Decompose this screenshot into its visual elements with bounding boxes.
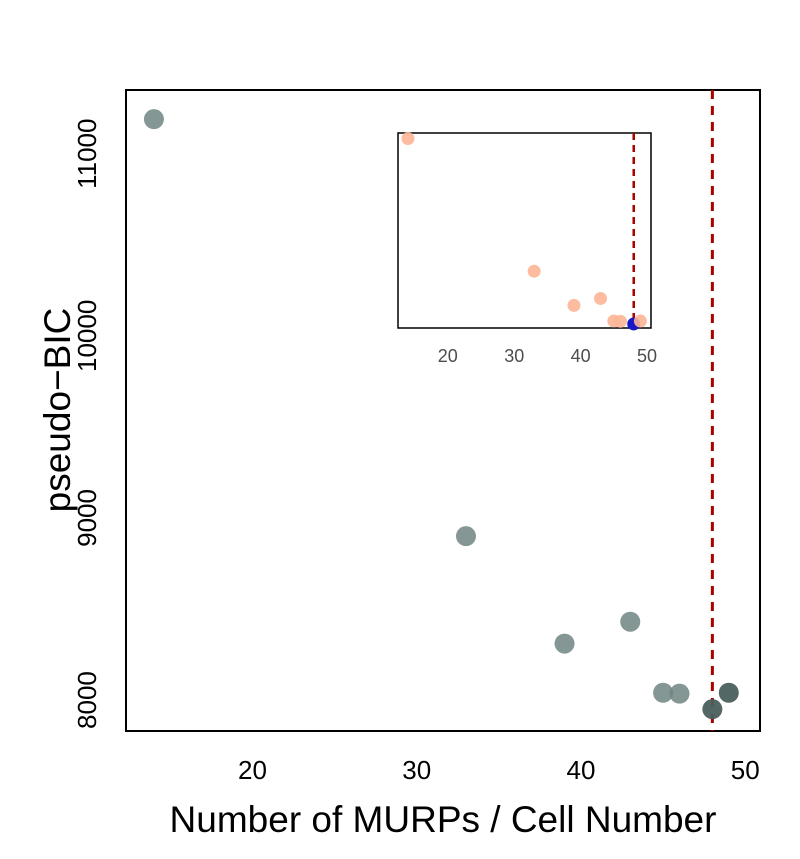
inset-x-tick-label: 50	[637, 346, 657, 366]
x-tick-label: 50	[731, 755, 760, 785]
x-tick-label: 20	[238, 755, 267, 785]
inset-x-tick-label: 40	[571, 346, 591, 366]
y-tick-label: 9000	[72, 489, 102, 547]
y-tick-label: 11000	[72, 119, 102, 189]
inset-data-point-2	[527, 264, 541, 278]
inset-plot: 20 30 40 50	[397, 132, 657, 366]
inset-data-point-1	[401, 132, 415, 146]
data-point-4	[620, 611, 641, 632]
data-point-8	[718, 682, 739, 703]
inset-x-tick-label: 30	[504, 346, 524, 366]
inset-plot-frame	[397, 132, 652, 329]
data-point-5	[653, 682, 674, 703]
y-tick-label: 8000	[72, 671, 102, 729]
data-point-2	[455, 526, 476, 547]
data-point-1	[143, 109, 164, 130]
data-point-7	[702, 699, 723, 720]
x-tick-label: 30	[402, 755, 431, 785]
x-axis-title: Number of MURPs / Cell Number	[170, 799, 717, 840]
y-axis-title: pseudo−BIC	[37, 308, 78, 513]
inset-data-point-8	[633, 314, 647, 328]
inset-data-point-6	[613, 314, 627, 328]
inset-data-point-3	[567, 298, 581, 312]
main-plot: 20 30 40 50 8000 9000 10000 11000	[72, 89, 761, 785]
inset-x-tick-label: 20	[438, 346, 458, 366]
data-point-6	[669, 683, 690, 704]
plot-frame	[125, 89, 761, 732]
inset-data-point-4	[594, 291, 608, 305]
x-tick-label: 40	[567, 755, 596, 785]
y-tick-label: 10000	[72, 300, 102, 372]
data-point-3	[554, 633, 575, 654]
